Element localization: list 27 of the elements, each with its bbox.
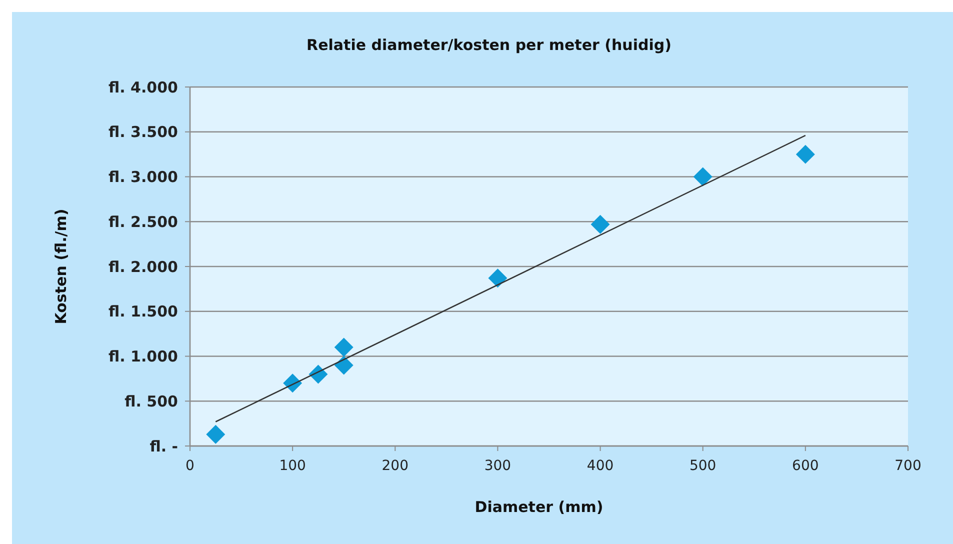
y-tick-label: fl. - [150, 437, 178, 456]
y-tick-label: fl. 1.000 [108, 348, 178, 366]
y-tick-label: fl. 3.500 [108, 123, 178, 142]
point [334, 356, 354, 375]
x-tick-label: 0 [186, 458, 194, 474]
x-tick-label: 200 [382, 458, 409, 474]
x-axis-title: Diameter (mm) [474, 498, 604, 516]
point [334, 338, 354, 357]
point [590, 214, 610, 234]
x-tick-label: 600 [792, 458, 819, 474]
point [796, 144, 815, 164]
point [488, 268, 508, 288]
chart-title: Relatie diameter/kosten per meter (huidig) [306, 36, 672, 54]
x-tick-label: 500 [689, 458, 716, 474]
point [693, 167, 712, 186]
x-tick-label: 300 [484, 458, 512, 474]
x-tick-label: 700 [894, 458, 922, 474]
x-tick-label: 400 [586, 458, 614, 474]
y-tick-label: fl. 2.000 [108, 258, 178, 276]
x-tick-label: 100 [279, 458, 306, 474]
y-tick-label: fl. 4.000 [108, 78, 178, 96]
point [206, 424, 226, 444]
y-tick-label: fl. 500 [124, 392, 178, 410]
y-axis-title: Kosten (fl./m) [52, 208, 70, 324]
y-tick-label: fl. 3.000 [108, 168, 178, 186]
y-tick-label: fl. 2.500 [108, 212, 178, 231]
y-tick-label: fl. 1.500 [108, 302, 178, 321]
